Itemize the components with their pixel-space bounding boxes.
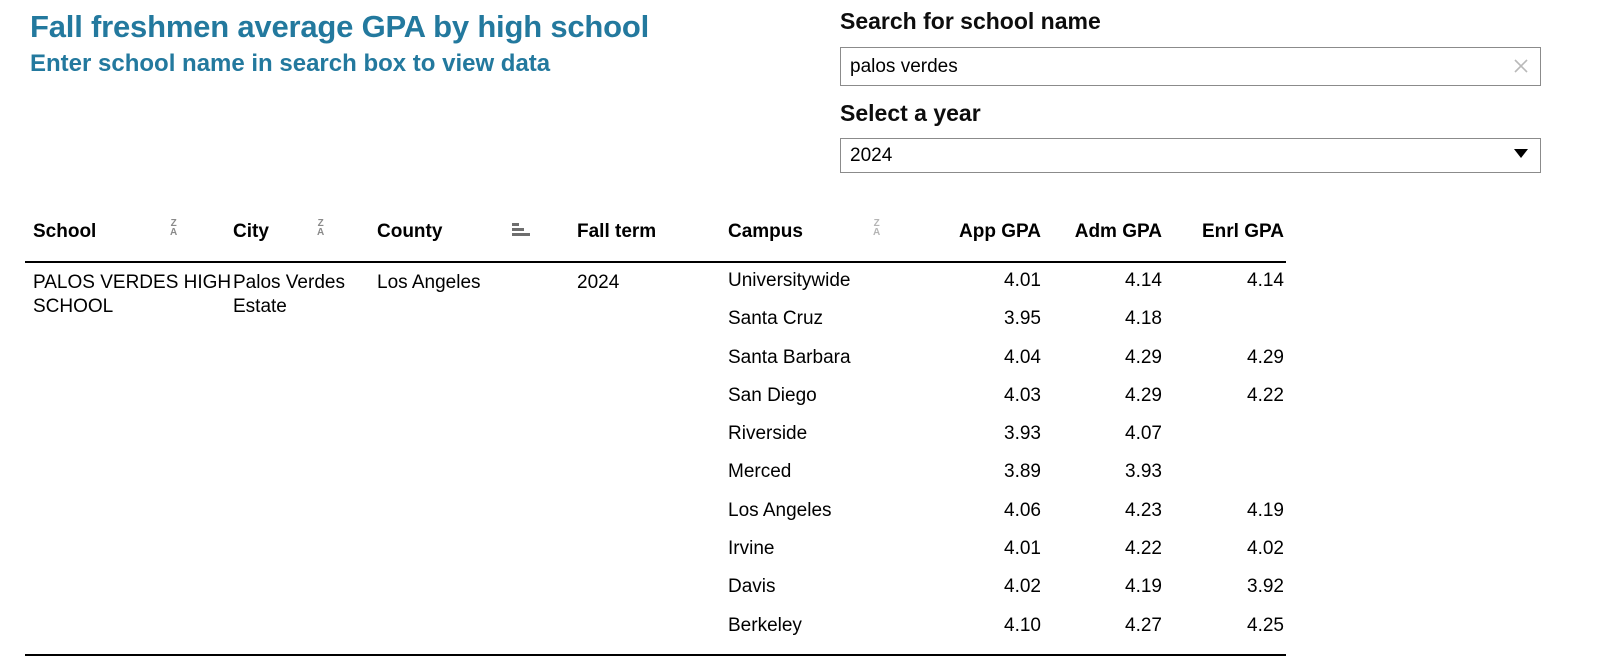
school-cell: PALOS VERDES HIGH SCHOOL xyxy=(33,272,232,317)
page-subtitle: Enter school name in search box to view … xyxy=(30,50,551,77)
adm-gpa-cell: 4.18 xyxy=(1125,308,1162,330)
table-row: San Diego 4.03 4.29 4.22 xyxy=(728,384,1284,424)
app-gpa-cell: 4.03 xyxy=(1004,384,1041,406)
chevron-down-icon[interactable] xyxy=(1514,149,1528,158)
col-header-school-label: School xyxy=(33,221,97,242)
app-gpa-cell: 3.89 xyxy=(1004,461,1041,483)
enrl-gpa-cell: 4.22 xyxy=(1247,384,1284,406)
campus-cell: Universitywide xyxy=(728,270,851,291)
enrl-gpa-cell: 4.29 xyxy=(1247,346,1284,368)
app-gpa-cell: 4.02 xyxy=(1004,576,1041,598)
search-label: Search for school name xyxy=(840,8,1101,34)
enrl-gpa-cell: 4.25 xyxy=(1247,614,1284,636)
col-header-enrl-gpa[interactable]: Enrl GPA xyxy=(1202,221,1284,242)
year-select-value: 2024 xyxy=(850,144,893,166)
table-row: Davis 4.02 4.19 3.92 xyxy=(728,577,1284,615)
col-header-app-gpa[interactable]: App GPA xyxy=(959,221,1041,242)
app-gpa-cell: 4.10 xyxy=(1004,614,1041,636)
table-row: Los Angeles 4.06 4.23 4.19 xyxy=(728,499,1284,539)
adm-gpa-cell: 4.22 xyxy=(1125,538,1162,560)
sort-bars-icon[interactable] xyxy=(512,223,530,236)
col-header-adm-gpa[interactable]: Adm GPA xyxy=(1074,221,1162,242)
campus-cell: Los Angeles xyxy=(728,499,832,521)
app-gpa-cell: 4.01 xyxy=(1004,538,1041,560)
city-cell: Palos Verdes Estate xyxy=(233,272,345,317)
clear-search-icon[interactable] xyxy=(1510,55,1532,77)
app-gpa-cell: 3.95 xyxy=(1004,308,1041,330)
table-row: Irvine 4.01 4.22 4.02 xyxy=(728,539,1284,577)
campus-cell: Davis xyxy=(728,576,776,598)
adm-gpa-cell: 4.29 xyxy=(1125,346,1162,368)
enrl-gpa-cell: 4.02 xyxy=(1247,538,1284,560)
campus-cell: Santa Cruz xyxy=(728,308,824,330)
enrl-gpa-cell: 4.19 xyxy=(1247,499,1284,521)
year-select[interactable]: 2024 xyxy=(840,138,1541,173)
county-cell: Los Angeles xyxy=(377,272,481,293)
col-header-county[interactable]: County xyxy=(377,212,577,261)
campus-cell: San Diego xyxy=(728,384,817,406)
table-row: Berkeley 4.10 4.27 4.25 xyxy=(728,614,1284,654)
page-title: Fall freshmen average GPA by high school xyxy=(30,9,650,44)
table-row: Santa Cruz 3.95 4.18 xyxy=(728,309,1284,347)
table-body: PALOS VERDES HIGH SCHOOL Palos Verdes Es… xyxy=(25,263,1286,656)
col-header-fall-term-label: Fall term xyxy=(577,221,657,242)
col-header-city-label: City xyxy=(233,221,269,242)
enrl-gpa-cell: 4.14 xyxy=(1247,270,1284,291)
app-gpa-cell: 3.93 xyxy=(1004,423,1041,445)
adm-gpa-cell: 4.29 xyxy=(1125,384,1162,406)
fall-term-cell: 2024 xyxy=(577,272,620,293)
year-label: Select a year xyxy=(840,100,981,126)
table-row: Merced 3.89 3.93 xyxy=(728,462,1284,500)
col-header-campus-label: Campus xyxy=(728,221,803,242)
adm-gpa-cell: 3.93 xyxy=(1125,461,1162,483)
col-header-county-label: County xyxy=(377,221,443,242)
table-row: Universitywide 4.01 4.14 4.14 xyxy=(728,271,1284,309)
app-gpa-cell: 4.06 xyxy=(1004,499,1041,521)
adm-gpa-cell: 4.07 xyxy=(1125,423,1162,445)
adm-gpa-cell: 4.14 xyxy=(1125,270,1162,291)
adm-gpa-cell: 4.23 xyxy=(1125,499,1162,521)
campus-cell: Merced xyxy=(728,461,792,483)
campus-rows: Universitywide 4.01 4.14 4.14 Santa Cruz… xyxy=(728,271,1284,654)
adm-gpa-cell: 4.27 xyxy=(1125,614,1162,636)
campus-cell: Berkeley xyxy=(728,614,802,636)
table-row: Riverside 3.93 4.07 xyxy=(728,424,1284,462)
app-gpa-cell: 4.01 xyxy=(1004,270,1041,291)
campus-cell: Irvine xyxy=(728,538,775,560)
campus-cell: Riverside xyxy=(728,423,808,445)
table-row: Santa Barbara 4.04 4.29 4.29 xyxy=(728,346,1284,386)
adm-gpa-cell: 4.19 xyxy=(1125,576,1162,598)
campus-cell: Santa Barbara xyxy=(728,346,851,368)
col-header-fall-term[interactable]: Fall term xyxy=(577,212,728,261)
enrl-gpa-cell: 3.92 xyxy=(1247,576,1284,598)
app-gpa-cell: 4.04 xyxy=(1004,346,1041,368)
search-input[interactable] xyxy=(840,47,1541,86)
